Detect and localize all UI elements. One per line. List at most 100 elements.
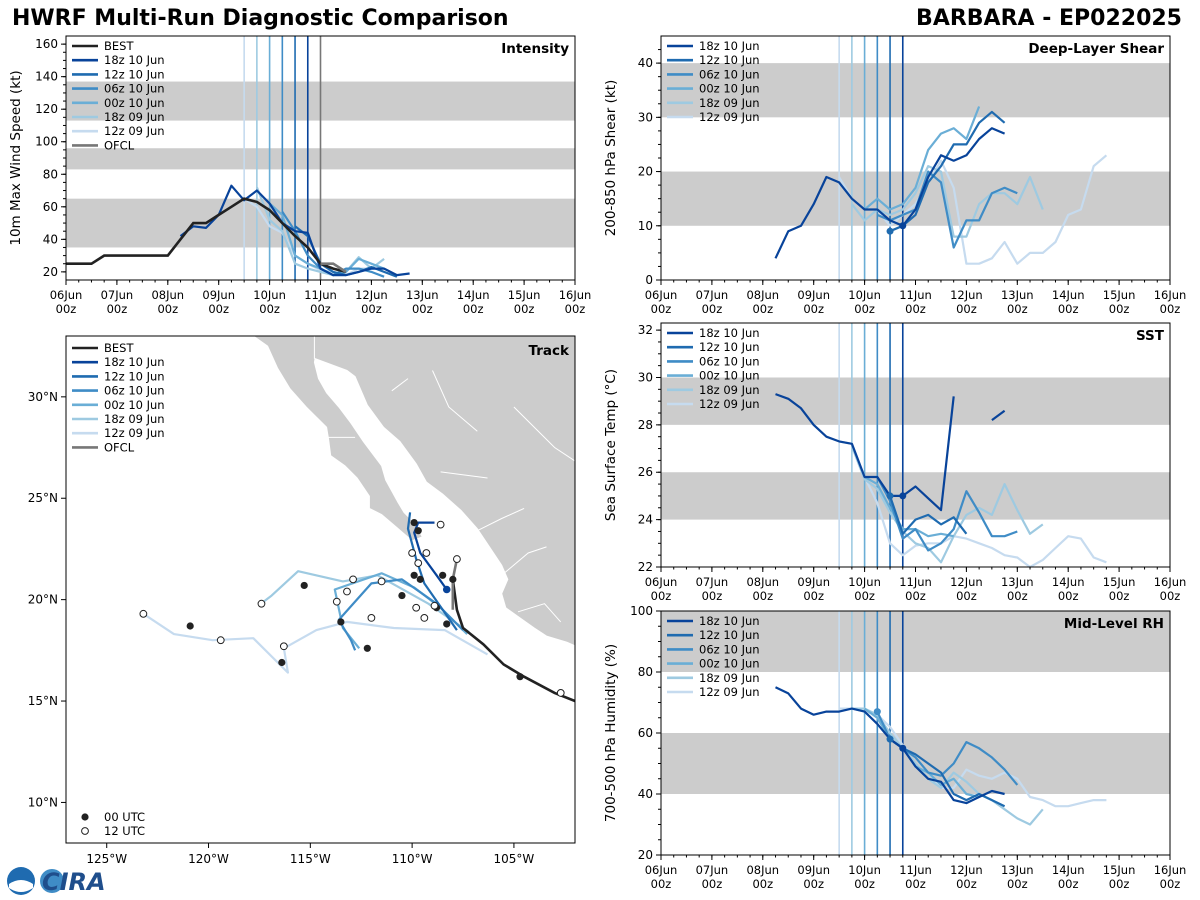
shear-series-line bbox=[851, 165, 1044, 238]
track-legend-label: 18z 09 Jun bbox=[104, 412, 165, 426]
track-point-00utc bbox=[410, 518, 418, 527]
logo-text: CIRA bbox=[42, 868, 106, 896]
rh-legend-label: 18z 09 Jun bbox=[699, 671, 760, 685]
shear-ylabel: 200-850 hPa Shear (kt) bbox=[603, 80, 619, 237]
track-point-12utc bbox=[420, 613, 429, 622]
sst-series-line bbox=[876, 476, 1018, 552]
rh-init-marker bbox=[886, 735, 894, 743]
intensity-best-line bbox=[66, 197, 347, 274]
rh-ytick-label: 80 bbox=[638, 665, 653, 679]
legend-12utc-label: 12 UTC bbox=[104, 824, 145, 838]
track-point-12utc bbox=[367, 613, 376, 622]
sst-title: SST bbox=[1136, 328, 1165, 344]
track-panel: 125°W 120°W 115°W 110°W 105°W 10°N 15°N 20°N 25°… bbox=[28, 335, 576, 866]
legend-00utc-label: 00 UTC bbox=[104, 810, 145, 824]
intensity-ytick-label: 120 bbox=[35, 102, 58, 116]
rh-xtick-label: 00z bbox=[1109, 877, 1130, 891]
intensity-xtick-label: 12Jun bbox=[355, 288, 388, 302]
rh-xtick-label: 00z bbox=[905, 877, 926, 891]
shear-legend-label: 18z 09 Jun bbox=[699, 96, 760, 110]
rh-xtick-label: 00z bbox=[752, 877, 773, 891]
track-ytick-label: 20°N bbox=[28, 593, 58, 607]
track-point-00utc bbox=[516, 673, 524, 681]
sst-panel: 22242628303206Jun00z07Jun00z08Jun00z09Ju… bbox=[603, 322, 1186, 603]
track-legend-label: BEST bbox=[104, 341, 134, 355]
rh-ytick-label: 60 bbox=[638, 726, 653, 740]
track-series-line bbox=[262, 570, 470, 634]
track-series-line bbox=[413, 521, 448, 591]
rh-legend-label: 18z 10 Jun bbox=[699, 614, 760, 628]
rh-ytick-label: 40 bbox=[638, 787, 653, 801]
sst-xtick-label: 13Jun bbox=[1001, 575, 1034, 589]
shear-xtick-label: 00z bbox=[1160, 302, 1181, 316]
state-border bbox=[513, 406, 575, 462]
sst-xtick-label: 06Jun bbox=[645, 575, 678, 589]
intensity-ytick-label: 140 bbox=[35, 70, 58, 84]
track-point-12utc bbox=[453, 555, 461, 563]
shear-xtick-label: 00z bbox=[752, 302, 773, 316]
intensity-xtick-label: 00z bbox=[107, 302, 128, 316]
track-point-12utc bbox=[412, 603, 421, 612]
rh-series-line bbox=[889, 738, 1006, 808]
rh-xtick-label: 00z bbox=[854, 877, 875, 891]
shear-xtick-label: 14Jun bbox=[1052, 288, 1085, 302]
legend-00utc-marker bbox=[81, 813, 89, 821]
intensity-panel: 2040608010012014016006Jun00z07Jun00z08Ju… bbox=[8, 35, 591, 316]
rh-title: Mid-Level RH bbox=[1064, 616, 1164, 632]
track-point-12utc bbox=[422, 549, 431, 557]
intensity-xtick-label: 13Jun bbox=[406, 288, 439, 302]
sst-band bbox=[661, 472, 1170, 520]
rh-band bbox=[661, 611, 1170, 672]
track-title: Track bbox=[529, 343, 570, 359]
rh-xtick-label: 10Jun bbox=[848, 863, 881, 877]
shear-xtick-label: 13Jun bbox=[1001, 288, 1034, 302]
rh-ytick-label: 100 bbox=[630, 604, 653, 618]
intensity-legend-label: 06z 10 Jun bbox=[104, 82, 165, 96]
intensity-legend-label: 00z 10 Jun bbox=[104, 96, 165, 110]
shear-xtick-label: 12Jun bbox=[950, 288, 983, 302]
track-point-00utc bbox=[186, 622, 194, 630]
rh-xtick-label: 15Jun bbox=[1103, 863, 1136, 877]
track-point-12utc bbox=[408, 549, 417, 557]
shear-series-line bbox=[889, 110, 1006, 233]
shear-init-marker bbox=[886, 227, 894, 235]
sst-xtick-label: 14Jun bbox=[1052, 575, 1085, 589]
track-series-line bbox=[333, 572, 468, 649]
shear-xtick-label: 10Jun bbox=[848, 288, 881, 302]
rh-xtick-label: 08Jun bbox=[746, 863, 779, 877]
shear-xtick-label: 00z bbox=[1058, 302, 1079, 316]
intensity-xtick-label: 06Jun bbox=[50, 288, 83, 302]
sst-xtick-label: 08Jun bbox=[746, 575, 779, 589]
intensity-xtick-label: 00z bbox=[157, 302, 178, 316]
track-xtick-label: 105°W bbox=[494, 852, 535, 866]
track-series-line bbox=[406, 512, 458, 631]
intensity-xtick-label: 11Jun bbox=[304, 288, 337, 302]
sst-xtick-label: 00z bbox=[1160, 589, 1181, 603]
sst-series-line bbox=[888, 495, 968, 535]
track-point-12utc bbox=[139, 609, 148, 618]
intensity-ytick-label: 40 bbox=[43, 232, 58, 246]
globe-icon bbox=[40, 869, 64, 893]
track-point-00utc bbox=[414, 527, 422, 535]
intensity-xtick-label: 15Jun bbox=[508, 288, 541, 302]
cira-logo: CIRA bbox=[7, 867, 106, 896]
shear-legend-label: 12z 09 Jun bbox=[699, 110, 760, 124]
sst-xtick-label: 07Jun bbox=[696, 575, 729, 589]
shear-legend-label: 06z 10 Jun bbox=[699, 67, 760, 81]
shear-series-line bbox=[863, 106, 981, 211]
shear-band bbox=[661, 63, 1170, 118]
sst-xtick-label: 00z bbox=[651, 589, 672, 603]
shear-legend-label: 12z 10 Jun bbox=[699, 53, 760, 67]
sst-series-line bbox=[991, 409, 1006, 421]
intensity-legend-label: BEST bbox=[104, 39, 134, 53]
track-point-12utc bbox=[436, 520, 445, 529]
state-border bbox=[440, 471, 488, 479]
shear-band bbox=[661, 171, 1170, 226]
sst-legend-label: 18z 10 Jun bbox=[699, 326, 760, 340]
track-series-line bbox=[142, 612, 489, 674]
rh-legend-label: 06z 10 Jun bbox=[699, 642, 760, 656]
sst-series-line bbox=[775, 393, 955, 512]
intensity-xtick-label: 14Jun bbox=[457, 288, 490, 302]
sst-xtick-label: 15Jun bbox=[1103, 575, 1136, 589]
rh-panel: 2040608010006Jun00z07Jun00z08Jun00z09Jun… bbox=[603, 604, 1186, 891]
